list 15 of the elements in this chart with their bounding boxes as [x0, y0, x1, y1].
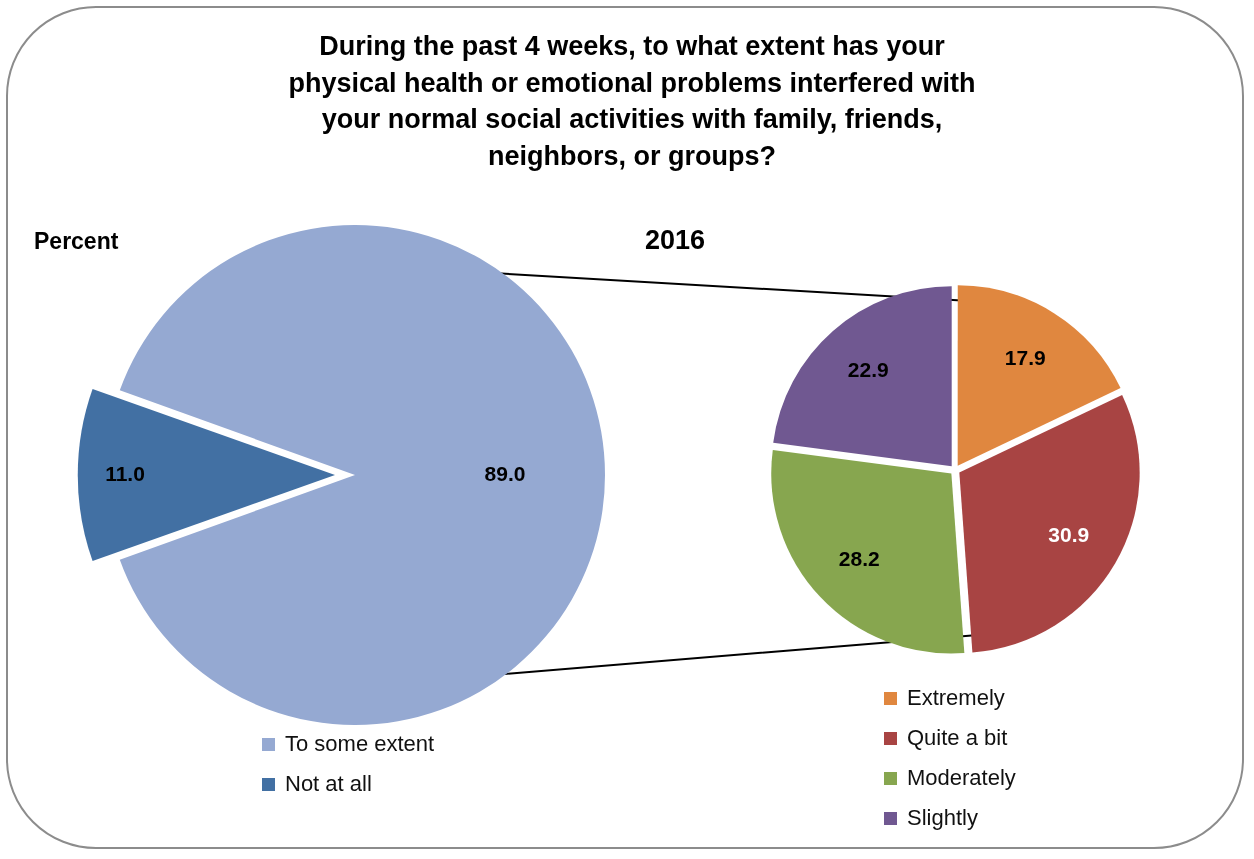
legend-label: Slightly — [907, 805, 978, 831]
data-label: 28.2 — [838, 547, 880, 571]
data-label: 89.0 — [484, 461, 526, 485]
data-label: 30.9 — [1048, 522, 1090, 546]
legend-label: Moderately — [907, 765, 1016, 791]
legend-label: Quite a bit — [907, 725, 1008, 751]
legend-label: Not at all — [285, 771, 372, 797]
chart-title: 2016 — [643, 224, 707, 257]
chart-title: During the past 4 weeks, to what extent has your physical health or emotional problems interfered with your normal social activities with family, friends, neighbors, or groups? — [287, 30, 977, 174]
legend-label: Extremely — [907, 685, 1005, 711]
data-label: 22.9 — [847, 357, 889, 381]
text: Percent — [34, 228, 119, 255]
data-label: 11.0 — [105, 461, 145, 485]
data-label: 17.9 — [1004, 345, 1046, 369]
legend-label: To some extent — [285, 731, 435, 757]
